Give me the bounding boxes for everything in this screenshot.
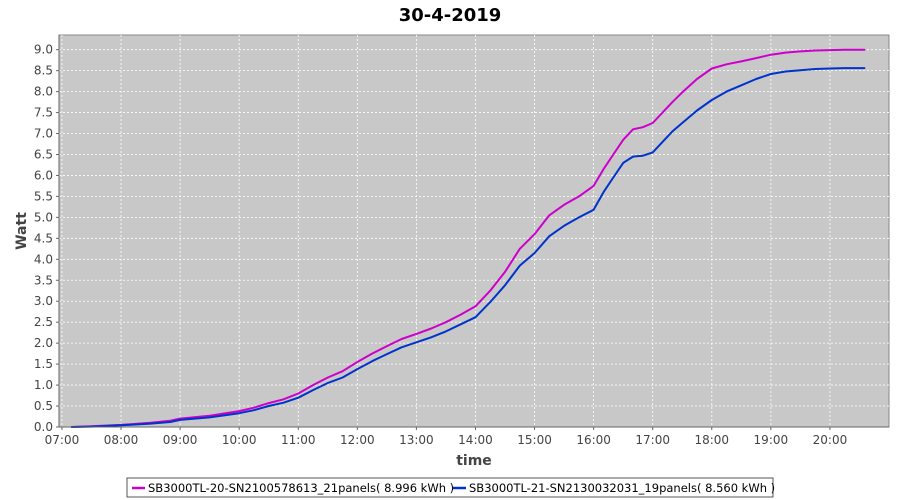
y-tick-label: 7.5: [34, 106, 53, 120]
series-line-1: [70, 48, 866, 428]
y-tick-label: 8.0: [34, 85, 53, 99]
x-tick-label: 10:00: [222, 433, 257, 447]
x-tick-label: 16:00: [576, 433, 611, 447]
y-tick-label: 0.5: [34, 399, 53, 413]
x-axis-ticks: 07:00 08:00 09:00 10:00 11:00 12:00 13:00 14:00…: [45, 427, 848, 447]
y-tick-label: 4.0: [34, 252, 53, 266]
series-line-2: [70, 67, 866, 428]
x-tick-label: 13:00: [399, 433, 434, 447]
x-tick-label: 20:00: [813, 433, 848, 447]
y-tick-label: 0.0: [34, 420, 53, 434]
y-tick-label: 6.5: [34, 147, 53, 161]
y-tick-label: 9.0: [34, 43, 53, 57]
series-lines: [70, 48, 866, 428]
x-tick-label: 15:00: [517, 433, 552, 447]
y-tick-label: 3.0: [34, 294, 53, 308]
x-tick-label: 19:00: [754, 433, 789, 447]
x-tick-label: 09:00: [163, 433, 198, 447]
legend-box: [126, 477, 774, 498]
y-tick-label: 1.0: [34, 378, 53, 392]
x-tick-label: 18:00: [694, 433, 729, 447]
legend-label-series-2: SB3000TL-21-SN2130032031_19panels( 8.560…: [469, 481, 775, 495]
chart-title: 30-4-2019: [399, 5, 502, 26]
x-tick-label: 11:00: [281, 433, 316, 447]
y-axis-ticks: 0.0 0.5 1.0 1.5 2.0 2.5 3.0 3.5 4.0 4.5 5.0 5.5 6.0 6…: [34, 43, 59, 434]
y-tick-label: 4.5: [34, 231, 53, 245]
grid-lines: [59, 35, 889, 428]
legend-label-series-1: SB3000TL-20-SN2100578613_21panels( 8.996…: [148, 481, 454, 495]
plot-area: [58, 34, 890, 428]
x-tick-label: 08:00: [104, 433, 139, 447]
y-tick-label: 2.5: [34, 315, 53, 329]
x-tick-label: 12:00: [340, 433, 375, 447]
y-tick-label: 7.0: [34, 127, 53, 141]
x-axis-label: time: [456, 453, 492, 469]
x-tick-label: 07:00: [45, 433, 80, 447]
y-tick-label: 3.5: [34, 273, 53, 287]
y-tick-label: 8.5: [34, 64, 53, 78]
y-tick-label: 5.0: [34, 210, 53, 224]
y-tick-label: 2.0: [34, 336, 53, 350]
x-tick-label: 17:00: [635, 433, 670, 447]
y-axis-label: Watt: [14, 212, 30, 250]
y-tick-label: 1.5: [34, 357, 53, 371]
x-tick-label: 14:00: [458, 433, 493, 447]
y-tick-label: 5.5: [34, 189, 53, 203]
legend: SB3000TL-20-SN2100578613_21panels( 8.996…: [126, 477, 775, 498]
y-tick-label: 6.0: [34, 168, 53, 182]
